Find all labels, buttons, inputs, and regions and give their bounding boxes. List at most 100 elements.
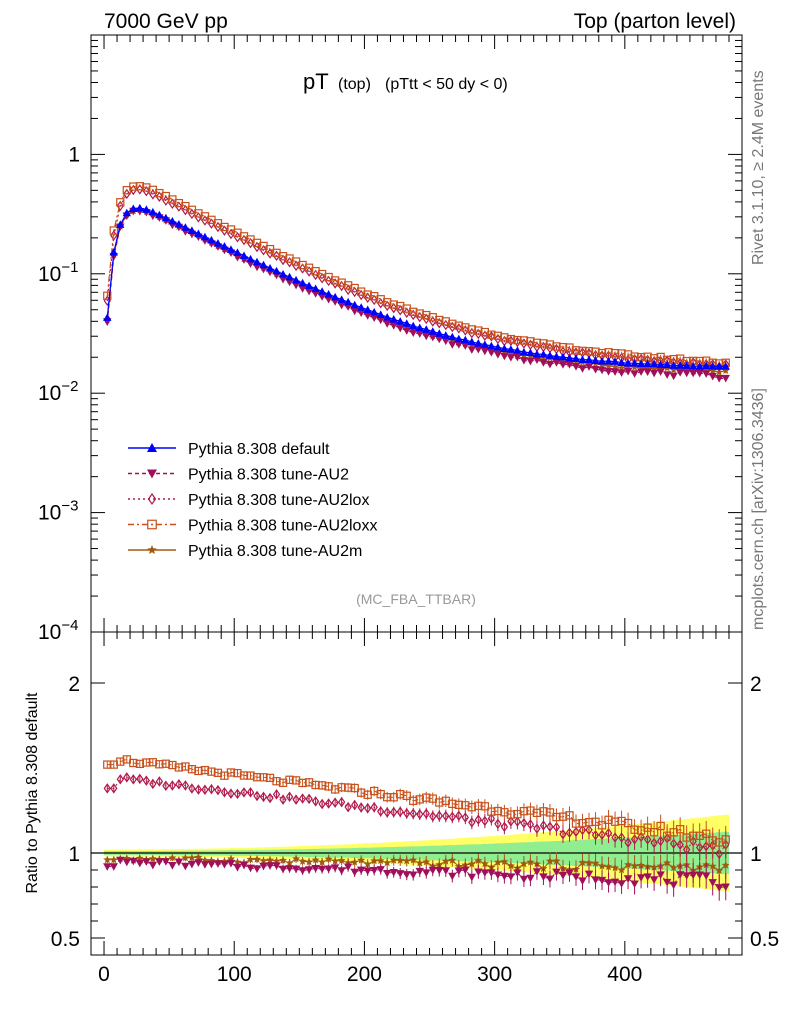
data-point: [356, 287, 366, 296]
ratio-point: [207, 767, 216, 776]
data-point: [591, 347, 600, 356]
data-point: [526, 337, 535, 346]
data-point: [428, 313, 437, 322]
ratio-point: [142, 775, 151, 786]
ratio-point: [200, 765, 210, 775]
header-left: 7000 GeV pp: [104, 10, 228, 33]
legend-label: Pythia 8.308 tune-AU2m: [188, 543, 362, 560]
legend: Pythia 8.308 default Pythia 8.308 tune-AU…: [128, 441, 377, 560]
data-point: [129, 182, 138, 191]
ratio-y-tick-label-right: 0.5: [750, 928, 779, 951]
ratio-point: [174, 763, 184, 772]
data-point: [135, 203, 145, 212]
data-point: [383, 298, 392, 307]
ratio-point: [149, 778, 157, 790]
ratio-point: [233, 788, 242, 800]
ratio-point: [194, 766, 203, 776]
ratio-point: [246, 787, 255, 798]
ratio-point: [207, 783, 216, 795]
ratio-y-tick-label-left: 0.5: [51, 928, 80, 951]
data-point: [343, 281, 353, 290]
data-point: [597, 348, 607, 358]
y-tick-label: 10−3: [38, 498, 78, 525]
ratio-point: [116, 774, 124, 785]
ratio-point: [110, 783, 118, 794]
data-point: [220, 225, 229, 236]
data-point: [448, 321, 456, 333]
ratio-point: [181, 780, 190, 791]
data-point: [142, 205, 151, 213]
data-point: [214, 221, 222, 233]
data-point: [213, 239, 223, 247]
x-tick-label: 300: [477, 963, 512, 986]
ratio-point: [259, 791, 268, 803]
data-point: [442, 319, 450, 331]
x-tick-label: 100: [217, 963, 252, 986]
data-point: [383, 300, 391, 312]
ratio-point: [227, 788, 235, 799]
data-point: [416, 311, 424, 323]
data-point: [318, 273, 326, 284]
data-point: [330, 276, 340, 285]
data-point: [455, 323, 463, 334]
data-point: [246, 237, 255, 249]
ratio-point: [103, 783, 111, 794]
data-point: [545, 340, 555, 349]
data-point: [435, 317, 443, 329]
data-point: [194, 229, 203, 238]
ratio-point: [220, 787, 229, 798]
data-point: [377, 298, 385, 309]
ratio-point: [240, 787, 248, 798]
data-point: [337, 280, 346, 292]
ratio-point: [109, 760, 118, 769]
ratio-point: [181, 762, 190, 771]
data-point: [324, 275, 333, 287]
data-point: [136, 184, 144, 195]
data-point: [311, 269, 320, 281]
data-point: [148, 207, 158, 216]
ratio-point: [168, 760, 177, 770]
data-point: [584, 347, 594, 356]
legend-label: Pythia 8.308 default: [188, 441, 330, 458]
data-point: [109, 226, 118, 235]
ratio-point: [129, 758, 138, 768]
ratio-series: [103, 755, 730, 901]
data-point: [363, 290, 372, 299]
ratio-point: [213, 768, 223, 778]
ratio-point: [279, 794, 287, 805]
data-point: [168, 198, 177, 210]
legend-label: Pythia 8.308 tune-AU2lox: [188, 492, 369, 509]
y-tick-label: 10−2: [38, 378, 78, 405]
data-point: [481, 330, 489, 341]
ratio-point: [214, 784, 222, 796]
ratio-y-tick-label-right: 1: [750, 843, 762, 866]
data-point: [129, 204, 138, 212]
x-tick-label: 400: [607, 963, 642, 986]
data-point: [389, 300, 398, 309]
data-point: [461, 323, 470, 332]
data-point: [520, 338, 528, 349]
legend-marker: [147, 469, 157, 479]
data-point: [116, 220, 125, 228]
series-3-main: [103, 182, 730, 368]
data-point: [552, 342, 561, 351]
series-line: [106, 188, 726, 368]
data-point: [220, 242, 229, 250]
header-right: Top (parton level): [574, 10, 736, 33]
ratio-point: [116, 757, 125, 766]
data-point: [311, 266, 320, 276]
data-point: [396, 301, 405, 311]
data-point: [278, 252, 288, 261]
title-main: pT: [303, 69, 329, 94]
ratio-point: [155, 760, 164, 769]
analysis-watermark: (MC_FBA_TTBAR): [356, 591, 476, 607]
series-3-ratio: [103, 755, 730, 856]
x-tick-label: 0: [98, 963, 110, 986]
data-point: [142, 183, 151, 192]
data-point: [500, 333, 509, 342]
ratio-point: [175, 778, 183, 790]
ratio-point: [188, 783, 196, 794]
data-point: [519, 336, 529, 345]
ratio-point: [194, 784, 203, 795]
series-0-main: [103, 203, 730, 370]
